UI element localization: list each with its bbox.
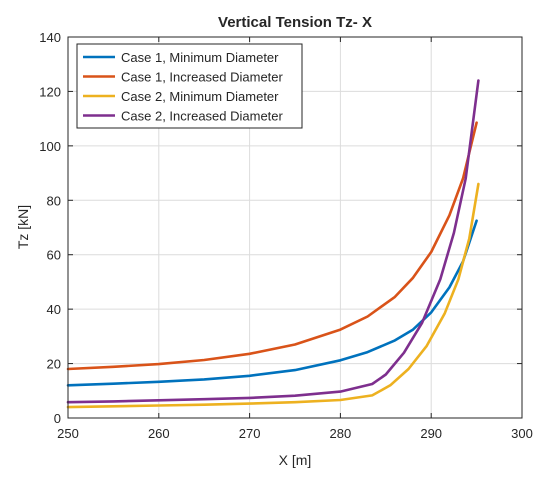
y-tick-label: 60	[47, 248, 61, 263]
plot-area-border	[67, 36, 523, 419]
x-tick-label: 250	[57, 426, 79, 441]
x-tick-label: 290	[420, 426, 442, 441]
series-line-3	[66, 182, 480, 409]
series-line-2	[66, 121, 478, 371]
series-lines	[66, 79, 480, 409]
y-tick-label: 100	[39, 139, 61, 154]
legend-label-4: Case 2, Increased Diameter	[121, 109, 284, 124]
y-tick-label: 20	[47, 357, 61, 372]
axes	[67, 36, 523, 419]
legend-label-2: Case 1, Increased Diameter	[121, 70, 284, 85]
x-tick-label: 300	[511, 426, 533, 441]
legend: Case 1, Minimum Diameter Case 1, Increase…	[76, 43, 303, 129]
y-tick-label: 140	[39, 30, 61, 45]
legend-label-3: Case 2, Minimum Diameter	[121, 89, 279, 104]
chart-title: Vertical Tension Tz- X	[218, 14, 372, 31]
y-tick-label: 120	[39, 84, 61, 99]
x-tick-label: 260	[148, 426, 170, 441]
x-tick-label: 280	[330, 426, 352, 441]
tick-labels: 250 260 270 280 290 300 0 20 40 60 80 100 120 140	[39, 30, 533, 441]
y-tick-label: 0	[54, 411, 61, 426]
x-axis-label: X [m]	[279, 452, 312, 468]
x-tick-label: 270	[239, 426, 261, 441]
series-line-1	[66, 219, 478, 387]
series-line-4	[66, 79, 480, 404]
y-tick-label: 40	[47, 302, 61, 317]
y-axis-label: Tz [kN]	[15, 205, 31, 249]
y-tick-label: 80	[47, 193, 61, 208]
legend-label-1: Case 1, Minimum Diameter	[121, 50, 279, 65]
